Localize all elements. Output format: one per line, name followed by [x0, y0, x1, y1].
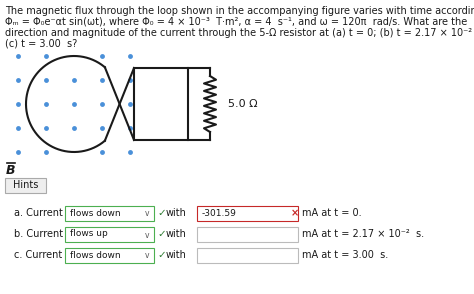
Text: with: with [166, 250, 187, 260]
Text: c. Current: c. Current [14, 250, 62, 260]
Text: v: v [145, 230, 149, 240]
Text: flows up: flows up [70, 230, 108, 238]
Text: -301.59: -301.59 [202, 208, 237, 218]
Text: with: with [166, 229, 187, 239]
Text: ✓: ✓ [157, 250, 166, 260]
Text: flows down: flows down [70, 208, 120, 218]
Text: v: v [145, 251, 149, 260]
Text: mA at t = 2.17 × 10⁻²  s.: mA at t = 2.17 × 10⁻² s. [302, 229, 424, 239]
FancyBboxPatch shape [198, 226, 299, 241]
Text: mA at t = 3.00  s.: mA at t = 3.00 s. [302, 250, 388, 260]
FancyBboxPatch shape [6, 178, 46, 193]
Text: ×: × [291, 208, 299, 218]
FancyBboxPatch shape [198, 248, 299, 263]
FancyBboxPatch shape [65, 226, 155, 241]
Text: Φₘ = Φ₀e⁻αt sin(ωt), where Φ₀ = 4 × 10⁻³  T·m², α = 4  s⁻¹, and ω = 120π  rad/s.: Φₘ = Φ₀e⁻αt sin(ωt), where Φ₀ = 4 × 10⁻³… [5, 17, 467, 27]
FancyBboxPatch shape [198, 206, 299, 220]
Text: ✓: ✓ [157, 229, 166, 239]
Text: a. Current: a. Current [14, 208, 63, 218]
Text: direction and magnitude of the current through the 5-Ω resistor at (a) t = 0; (b: direction and magnitude of the current t… [5, 28, 474, 38]
Text: B: B [6, 164, 16, 177]
Text: with: with [166, 208, 187, 218]
Text: (c) t = 3.00  s?: (c) t = 3.00 s? [5, 39, 77, 49]
Text: v: v [145, 210, 149, 218]
Bar [134, 68, 188, 140]
Text: ✓: ✓ [157, 208, 166, 218]
Text: 5.0 Ω: 5.0 Ω [228, 99, 258, 109]
Text: mA at t = 0.: mA at t = 0. [302, 208, 362, 218]
FancyBboxPatch shape [65, 248, 155, 263]
FancyBboxPatch shape [65, 206, 155, 220]
Text: The magnetic flux through the loop shown in the accompanying figure varies with : The magnetic flux through the loop shown… [5, 6, 474, 16]
Text: b. Current: b. Current [14, 229, 63, 239]
Text: flows down: flows down [70, 250, 120, 260]
Text: Hints: Hints [13, 180, 39, 190]
